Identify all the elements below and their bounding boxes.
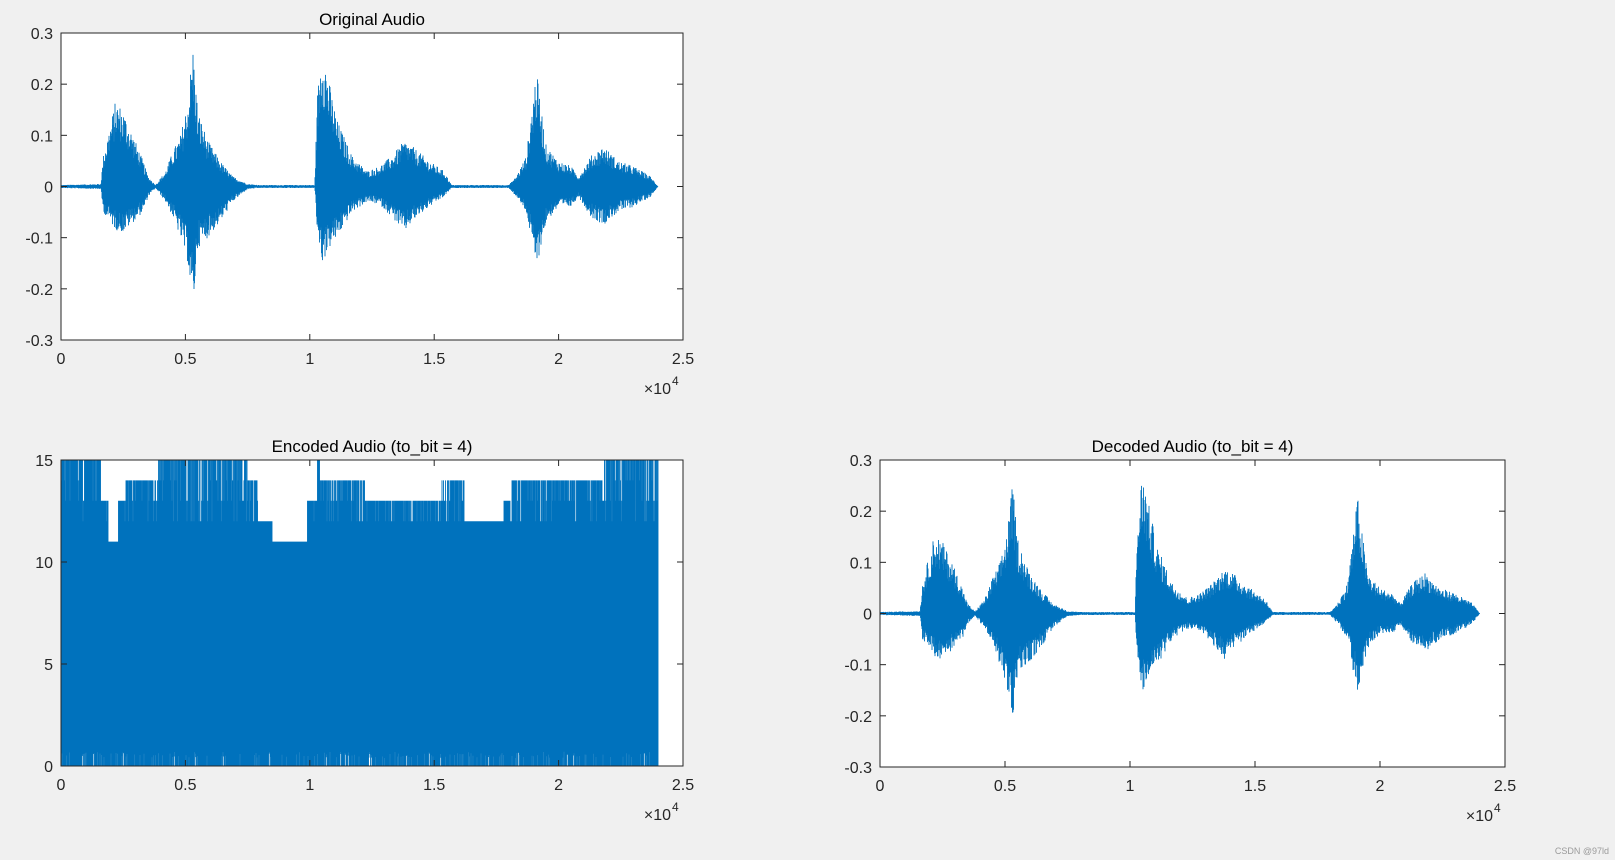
axes-encoded-audio: 0 0.5 1 1.5 2 2.5 0 5 10 15 ×10 4 Encoded Audio (to_… — [35, 437, 694, 824]
y-tick-label: 0.2 — [850, 504, 872, 521]
x-tick-label: 1 — [305, 351, 314, 368]
chart-title: Original Audio — [319, 10, 425, 29]
y-tick-label: 0.3 — [31, 26, 53, 43]
y-tick-label: 10 — [35, 555, 53, 572]
x-tick-label: 1.5 — [423, 351, 445, 368]
series-waveform — [61, 54, 659, 289]
y-tick-label: -0.3 — [844, 760, 872, 777]
chart-title: Decoded Audio (to_bit = 4) — [1092, 437, 1294, 456]
x-exponent-label: ×10 — [644, 381, 671, 398]
x-tick-label: 1 — [1126, 778, 1135, 795]
y-tick-label: -0.1 — [25, 231, 53, 248]
x-exponent-label: ×10 — [644, 807, 671, 824]
x-exponent-label: ×10 — [1466, 808, 1493, 825]
x-tick-label: 1 — [305, 777, 314, 794]
x-tick-label: 0 — [876, 778, 885, 795]
x-tick-label: 0.5 — [174, 351, 196, 368]
chart-title: Encoded Audio (to_bit = 4) — [272, 437, 473, 456]
x-tick-label: 2 — [554, 777, 563, 794]
x-tick-label: 2.5 — [1494, 778, 1516, 795]
x-tick-label: 2.5 — [672, 351, 694, 368]
x-tick-label: 0 — [57, 351, 66, 368]
x-tick-label: 2.5 — [672, 777, 694, 794]
axes-decoded-audio: 0 0.5 1 1.5 2 2.5 -0.3 -0.2 -0.1 0 0.1 0.2 0.3 ×10 4 De… — [844, 437, 1516, 825]
x-exponent: 4 — [672, 374, 679, 388]
x-tick-label: 1.5 — [1244, 778, 1266, 795]
x-tick-label: 0.5 — [994, 778, 1016, 795]
series-encoded — [61, 460, 659, 766]
x-exponent: 4 — [1494, 801, 1501, 815]
x-tick-label: 0 — [57, 777, 66, 794]
y-tick-label: -0.2 — [25, 282, 53, 299]
series-waveform — [880, 485, 1480, 713]
y-tick-label: 0.1 — [850, 555, 872, 572]
x-tick-label: 2 — [1376, 778, 1385, 795]
y-tick-label: 0.2 — [31, 77, 53, 94]
x-tick-label: 0.5 — [174, 777, 196, 794]
x-exponent: 4 — [672, 800, 679, 814]
y-tick-label: 15 — [35, 453, 53, 470]
axes-original-audio: 0 0.5 1 1.5 2 2.5 -0.3 -0.2 -0.1 0 0.1 0.2 0.3 ×10 4 Or… — [25, 10, 694, 398]
y-tick-label: 0.1 — [31, 128, 53, 145]
y-tick-label: 0 — [44, 759, 53, 776]
y-tick-label: -0.1 — [844, 658, 872, 675]
x-tick-label: 1.5 — [423, 777, 445, 794]
y-tick-label: 0 — [44, 180, 53, 197]
y-tick-label: -0.3 — [25, 333, 53, 350]
watermark: CSDN @97ld — [1554, 846, 1609, 856]
y-tick-label: 0 — [863, 607, 872, 624]
y-tick-label: 5 — [44, 657, 53, 674]
x-tick-label: 2 — [554, 351, 563, 368]
axes-box — [60, 459, 684, 767]
y-tick-label: 0.3 — [850, 453, 872, 470]
y-tick-label: -0.2 — [844, 709, 872, 726]
